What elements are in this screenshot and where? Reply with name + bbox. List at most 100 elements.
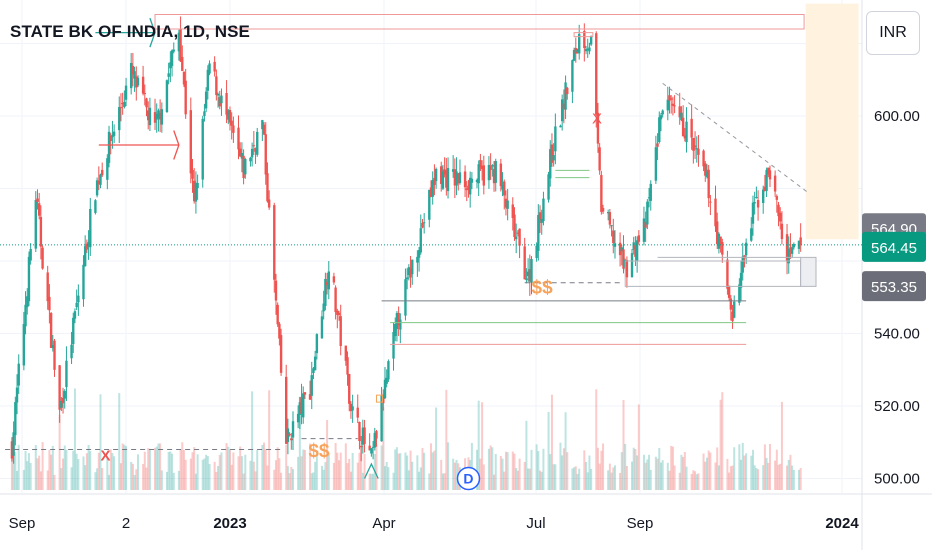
candle-body	[550, 144, 554, 163]
volume-bar	[363, 453, 366, 490]
volume-bar	[225, 443, 228, 490]
candle-body	[630, 253, 634, 278]
volume-bar	[777, 464, 780, 490]
candle-body	[228, 110, 232, 123]
volume-bar	[46, 470, 49, 490]
time-tick-label: 2024	[825, 515, 859, 532]
volume-bar	[203, 458, 206, 490]
candle-body	[172, 49, 175, 52]
candle-body	[642, 218, 646, 242]
candle-body	[273, 205, 276, 280]
candle-body	[264, 134, 267, 175]
volume-bar	[244, 454, 247, 490]
candle-body	[463, 171, 467, 188]
candle-body	[564, 82, 567, 110]
candle-body	[763, 186, 767, 192]
time-axis[interactable]: Sep 2 2023 Apr Jul Sep 2024	[9, 515, 860, 532]
candle-body	[610, 225, 613, 227]
candle-body	[26, 296, 29, 308]
volume-bar	[661, 460, 664, 490]
candle-body	[392, 331, 395, 359]
candle-body	[383, 379, 387, 399]
candle-body	[514, 236, 518, 240]
candle-body	[668, 95, 671, 101]
volume-bar	[375, 444, 378, 490]
volume-bar	[75, 453, 78, 490]
candle-body	[327, 271, 330, 290]
volume-bar	[637, 404, 640, 490]
volume-bar	[493, 474, 496, 490]
volume-bar	[733, 447, 736, 490]
candle-body	[157, 110, 160, 118]
volume-bar	[227, 446, 230, 490]
candle-body	[407, 267, 411, 276]
candle-body	[477, 164, 480, 184]
volume-bar	[695, 474, 698, 490]
candle-body	[290, 438, 293, 441]
volume-bar	[702, 453, 705, 490]
candle-body	[119, 107, 123, 109]
dividend-marker-label: D	[463, 471, 473, 487]
candle-body	[346, 357, 349, 375]
candle-body	[118, 106, 121, 131]
candle-body	[761, 189, 765, 204]
candle-body	[446, 168, 450, 192]
price-tag: 564.45	[862, 231, 926, 262]
candle-body	[124, 85, 128, 100]
candle-body	[61, 397, 65, 404]
volume-bar	[561, 455, 564, 490]
candle-body	[576, 49, 579, 52]
volume-bar	[297, 456, 300, 490]
volume-bar	[619, 472, 622, 490]
volume-bar	[208, 463, 211, 490]
volume-bar	[62, 458, 65, 490]
candle-body	[750, 228, 753, 241]
candle-body	[72, 317, 75, 345]
candle-body	[58, 365, 61, 410]
volume-bar	[53, 474, 56, 490]
price-tag-label: 564.45	[871, 240, 917, 257]
candle-body	[670, 98, 673, 100]
candle-body	[249, 157, 252, 162]
volume-bar	[108, 474, 111, 490]
volume-bar	[358, 452, 361, 490]
volume-bar	[571, 468, 574, 490]
candle-body	[428, 189, 431, 220]
volume-bar	[72, 450, 75, 490]
volume-bar	[94, 472, 97, 490]
candle-body	[254, 147, 257, 152]
candle-body	[457, 173, 460, 184]
candlesticks[interactable]	[10, 16, 802, 464]
candle-body	[97, 180, 101, 184]
volume-bars	[10, 388, 802, 490]
volume-bar	[590, 468, 593, 490]
volume-bar	[407, 470, 410, 490]
volume-bar	[344, 443, 347, 490]
candle-body	[73, 311, 77, 319]
candle-body	[182, 71, 186, 85]
volume-bar	[716, 447, 719, 490]
volume-bar	[704, 461, 707, 490]
volume-bar	[705, 457, 708, 490]
volume-bar	[552, 464, 555, 490]
candle-body	[489, 166, 492, 170]
candle-body	[503, 181, 506, 196]
candle-body	[511, 204, 514, 219]
volume-bar	[528, 468, 531, 490]
candle-body	[189, 110, 192, 174]
candle-body	[777, 204, 780, 217]
currency-button[interactable]: INR	[866, 11, 920, 55]
candle-body	[112, 131, 116, 136]
candle-body	[70, 344, 73, 359]
symbol-title: STATE BK OF INDIA, 1D, NSE	[10, 22, 250, 41]
volume-bar	[489, 445, 492, 490]
volume-bar	[36, 458, 39, 490]
candle-body	[75, 302, 78, 308]
candle-body	[298, 402, 302, 415]
candle-body	[170, 50, 174, 66]
candle-body	[394, 324, 397, 336]
volume-bar	[10, 450, 13, 490]
demand-zone-box-extension	[800, 256, 817, 287]
volume-bar	[160, 470, 163, 490]
